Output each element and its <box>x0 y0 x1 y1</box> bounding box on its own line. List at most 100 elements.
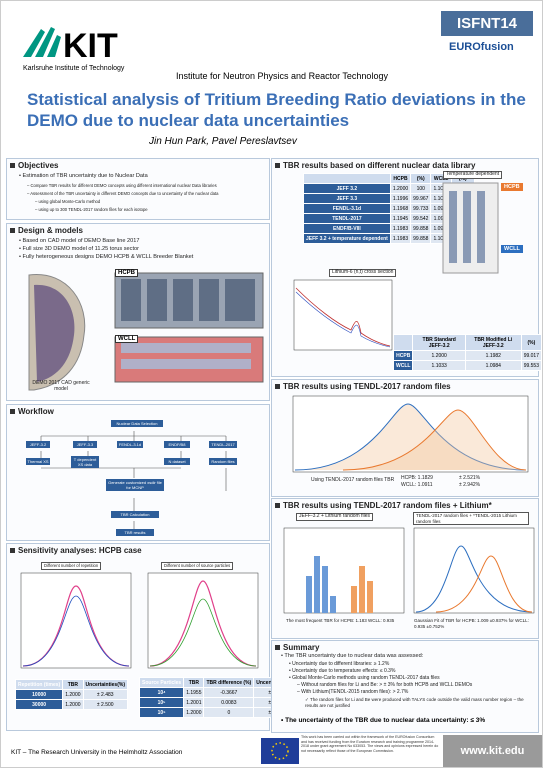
item-text: using global Monte-Carlo method <box>38 199 101 204</box>
table-cell: 1.1983 <box>389 233 412 244</box>
table-cell: HCPB <box>392 350 414 361</box>
table-cell: -0.3667 <box>203 687 255 698</box>
plot-title: Lithium-6 (n,t) cross section <box>329 269 397 277</box>
section-heading: Workflow <box>10 407 54 416</box>
table-cell: 1.1033 <box>412 360 466 371</box>
table-cell: TBR <box>183 677 205 688</box>
list-item: – using global Monte-Carlo method <box>35 199 101 204</box>
image-label: WCLL <box>501 245 523 253</box>
section-heading: Objectives <box>10 161 58 170</box>
table-cell: JEFF 3.2 + temperature dependent <box>303 233 391 244</box>
table-cell: 99.858 <box>410 223 432 234</box>
item-text: Compare TBR results for different DEMO c… <box>30 183 217 188</box>
lithium-plots <box>283 527 535 614</box>
table-cell: HCPB <box>389 173 412 184</box>
table-cell: ± 2.483 <box>82 689 128 700</box>
eurofusion-logo: EUROfusion <box>449 41 514 53</box>
conclusion: • The uncertainty of the TBR due to nucl… <box>281 717 486 724</box>
table-cell: TBR Modified Li JEFF-3.2 <box>464 334 522 351</box>
result: ± 2.521% <box>459 475 481 481</box>
table-cell <box>392 334 414 351</box>
list-item: – With Lithium(TENDL-2015 random files):… <box>297 689 409 695</box>
table-cell: 99.733 <box>410 203 432 214</box>
section-heading: Sensitivity analyses: HCPB case <box>10 546 142 555</box>
section-heading: Design & models <box>10 226 83 235</box>
conference-logo: ISFNT14 <box>441 11 533 36</box>
table-cell: TBR difference (%) <box>203 677 255 688</box>
image-caption: DEMO 2017 CAD generic model <box>32 380 90 392</box>
table-cell: 99.858 <box>410 233 432 244</box>
image-label: WCLL <box>115 335 139 343</box>
workflow-node: N dataset <box>164 458 190 465</box>
item-text: Full size 3D DEMO model of 11.25 torus s… <box>22 246 139 252</box>
item-text: With Lithium(TENDL-2015 random files): >… <box>301 689 409 695</box>
table-cell: WCLL <box>392 360 414 371</box>
note: Gaussian Fit of TBR for HCPB: 1.009 ±0.9… <box>414 618 529 629</box>
table-cell: 10000 <box>14 689 64 700</box>
table-row: Repetition (times) TBR Uncertainties(%) <box>14 679 128 690</box>
workflow-node: TENDL-2017 <box>209 441 237 448</box>
result: WCLL: 1.0911 <box>401 482 433 488</box>
image-label: HCPB <box>501 183 523 191</box>
plot-title: JEFF-3.2 + Lithium random files <box>296 513 373 521</box>
section-heading: TBR results using TENDL-2017 random file… <box>275 382 451 391</box>
table-cell: 1.1955 <box>183 687 205 698</box>
tendl-plot <box>292 395 529 473</box>
table-cell: TBR Standard JEFF-3.2 <box>412 334 466 351</box>
plot-title: Different number of source particles <box>161 562 234 570</box>
table-cell: ENDF/B-VIII <box>303 223 391 234</box>
workflow-node: Random files <box>209 458 237 465</box>
kit-logo: KIT <box>23 27 118 65</box>
list-item: • Full size 3D DEMO model of 11.25 torus… <box>19 246 139 252</box>
table-cell <box>303 173 391 184</box>
table-row: HCPB 1.2000 1.1982 99.017 <box>392 350 542 361</box>
image-title: Temperature dependent <box>443 171 503 179</box>
table-row: TBR Standard JEFF-3.2 TBR Modified Li JEF… <box>392 334 542 351</box>
result: HCPB: 1.1829 <box>401 475 433 481</box>
result: ± 2.942% <box>459 482 481 488</box>
table: Repetition (times) TBR Uncertainties(%) 100… <box>14 679 128 710</box>
item-text: The random files for Li and Be were prod… <box>305 697 524 708</box>
title: Statistical analysis of Tritium Breeding… <box>27 90 526 130</box>
eu-text: This work has been carried out within th… <box>301 735 439 753</box>
image-label: HCPB <box>115 269 139 277</box>
section-heading: Summary <box>275 643 319 652</box>
table-cell: Repetition (times) <box>14 679 64 690</box>
table-cell: 1.1996 <box>389 193 412 204</box>
table-cell: 99.017 <box>520 350 542 361</box>
item-text: using up to 300 TENDL-2017 random files … <box>38 207 148 212</box>
section-heading: TBR results based on different nuclear d… <box>275 161 476 170</box>
table-cell: JEFF 3.3 <box>303 193 391 204</box>
sensitivity-plots <box>20 572 259 669</box>
table-cell: 1.2000 <box>412 350 466 361</box>
logo-text: KIT <box>63 27 118 65</box>
table-cell: 0 <box>203 707 255 718</box>
item-text: Uncertainty due to different libraries: … <box>292 661 390 667</box>
workflow-node: TBR Calculation <box>111 511 159 518</box>
table-cell: JEFF 3.2 <box>303 183 391 194</box>
workflow-node: TBR results <box>116 529 154 536</box>
table-cell: 1.1968 <box>389 203 412 214</box>
workflow-node: Thermal XS <box>26 458 50 465</box>
list-item: • Global Monte-Carlo methods using rando… <box>289 675 440 681</box>
table-cell: 99.553 <box>520 360 542 371</box>
footer-url: www.kit.edu <box>443 735 542 767</box>
item-text: Without random files for Li and Be: > ± … <box>301 682 473 688</box>
table-cell: ± 2.500 <box>82 699 128 710</box>
workflow-node: JEFF-3.3 <box>73 441 97 448</box>
table-cell: TBR <box>62 679 84 690</box>
table-cell: 1.2000 <box>62 689 84 700</box>
item-text: Fully heterogeneous designs DEMO HCPB & … <box>22 254 194 260</box>
summary-intro: • The TBR uncertainty due to nuclear dat… <box>281 653 424 659</box>
table-cell: 1.2000 <box>62 699 84 710</box>
table-cell: 10⁵ <box>138 697 185 708</box>
item-text: Based on CAD model of DEMO Base line 201… <box>22 238 140 244</box>
table-cell: 1.2001 <box>183 697 205 708</box>
table-cell: 1.1945 <box>389 213 412 224</box>
table-cell: 1.2000 <box>389 183 412 194</box>
table-cell: 10⁴ <box>138 687 185 698</box>
list-item: – Assessment of the TBR uncertainty in d… <box>27 191 219 196</box>
table-cell: 30000 <box>14 699 64 710</box>
table-row: 30000 1.2000 ± 2.500 <box>14 699 128 710</box>
